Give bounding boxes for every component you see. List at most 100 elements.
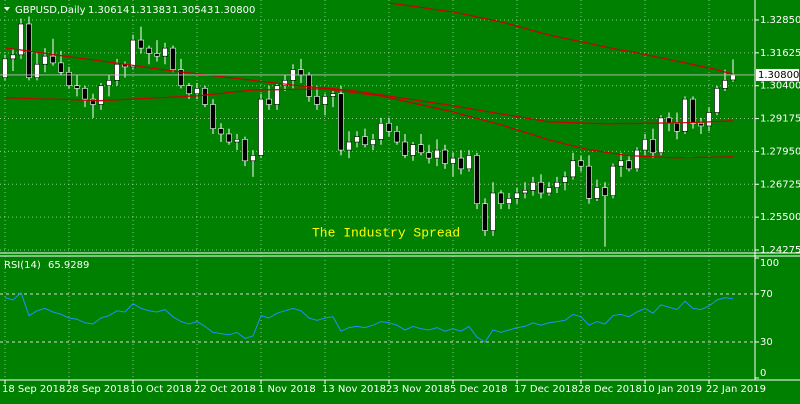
candle-body xyxy=(82,88,88,100)
y-tick-label: 1.26725 xyxy=(760,179,800,190)
candle-body xyxy=(250,155,256,162)
candle-body xyxy=(522,190,528,194)
candle-body xyxy=(362,136,368,146)
candle-body xyxy=(354,136,360,143)
candle-body xyxy=(610,165,616,196)
candle-body xyxy=(346,141,352,151)
candle-body xyxy=(722,80,728,89)
candle-body xyxy=(258,98,264,156)
candle-body xyxy=(506,198,512,205)
candle-body xyxy=(650,139,656,154)
candle-body xyxy=(618,160,624,167)
y-tick-label: 0 xyxy=(760,368,766,379)
candle-body xyxy=(210,104,216,129)
chart-title: GBPUSD,Daily xyxy=(15,5,86,16)
x-tick-label: 5 Dec 2018 xyxy=(450,384,508,395)
candle-body xyxy=(706,112,712,127)
y-tick-label: 1.31625 xyxy=(760,48,800,59)
x-tick-label: 10 Jan 2019 xyxy=(642,384,702,395)
candle-body xyxy=(18,23,24,56)
candle-body xyxy=(42,55,48,65)
indicator-value: 65.9289 xyxy=(48,260,89,271)
candle-body xyxy=(322,96,328,105)
candle-body xyxy=(498,192,504,205)
y-tick-label: 30 xyxy=(760,337,773,348)
candle-body xyxy=(570,160,576,178)
current-price-box xyxy=(756,68,799,81)
candle-body xyxy=(226,133,232,143)
x-tick-label: 1 Nov 2018 xyxy=(258,384,316,395)
candle-body xyxy=(106,80,112,86)
candle-body xyxy=(170,47,176,70)
candle-body xyxy=(562,176,568,183)
y-tick-label: 1.25500 xyxy=(760,212,800,223)
candle-body xyxy=(690,98,696,124)
x-tick-label: 28 Sep 2018 xyxy=(66,384,129,395)
candle-body xyxy=(634,149,640,170)
y-tick-label: 1.24275 xyxy=(760,245,800,256)
candle-body xyxy=(482,203,488,231)
candle-body xyxy=(2,58,8,78)
candle-body xyxy=(178,69,184,86)
candle-body xyxy=(138,39,144,49)
candle-body xyxy=(330,93,336,97)
candle-body xyxy=(282,80,288,86)
candle-body xyxy=(394,130,400,143)
candle-body xyxy=(458,157,464,170)
candle-body xyxy=(442,149,448,164)
candle-body xyxy=(546,187,552,194)
candle-body xyxy=(186,85,192,95)
candle-body xyxy=(274,85,280,105)
candle-body xyxy=(642,139,648,151)
candle-body xyxy=(242,139,248,162)
candle-body xyxy=(514,192,520,199)
candle-body xyxy=(298,69,304,76)
ohlc-label: 1.30614 xyxy=(88,5,129,16)
y-tick-label: 1.30400 xyxy=(760,81,800,92)
x-tick-label: 22 Jan 2019 xyxy=(706,384,766,395)
candle-body xyxy=(314,96,320,105)
rsi-line xyxy=(4,291,734,343)
candle-body xyxy=(554,181,560,188)
candle-body xyxy=(114,63,120,81)
candle-body xyxy=(58,62,64,73)
x-tick-label: 28 Dec 2018 xyxy=(578,384,642,395)
moving-average xyxy=(4,88,734,159)
candle-body xyxy=(130,39,136,68)
candle-body xyxy=(386,122,392,132)
candle-body xyxy=(474,155,480,205)
y-tick-label: 100 xyxy=(760,258,779,269)
candle-body xyxy=(426,152,432,159)
candle-body xyxy=(50,55,56,64)
candle-body xyxy=(154,53,160,57)
candle-body xyxy=(698,122,704,127)
candle-body xyxy=(418,144,424,154)
candle-body xyxy=(90,98,96,105)
candle-body xyxy=(370,139,376,146)
y-tick-label: 1.29175 xyxy=(760,114,800,125)
candle-body xyxy=(434,149,440,159)
y-tick-label: 1.32850 xyxy=(760,15,800,26)
ohlc-label: 1.30800 xyxy=(214,5,255,16)
ohlc-label: 1.31383 xyxy=(130,5,171,16)
y-tick-label: 70 xyxy=(760,289,773,300)
candle-body xyxy=(682,98,688,132)
candle-body xyxy=(626,160,632,170)
current-price-label: 1.30800 xyxy=(758,70,799,81)
candle-body xyxy=(730,74,736,81)
y-tick-label: 1.27950 xyxy=(760,146,800,157)
candle-body xyxy=(34,63,40,78)
x-tick-label: 17 Dec 2018 xyxy=(514,384,578,395)
candle-body xyxy=(530,181,536,191)
candle-body xyxy=(194,88,200,95)
ohlc-label: 1.30543 xyxy=(172,5,213,16)
x-tick-label: 22 Oct 2018 xyxy=(194,384,256,395)
x-tick-label: 13 Nov 2018 xyxy=(322,384,386,395)
candle-body xyxy=(450,157,456,164)
candle-body xyxy=(146,47,152,54)
indicator-title: RSI(14) xyxy=(4,260,41,271)
candle-body xyxy=(218,128,224,135)
moving-average xyxy=(4,47,734,125)
candle-body xyxy=(338,93,344,151)
